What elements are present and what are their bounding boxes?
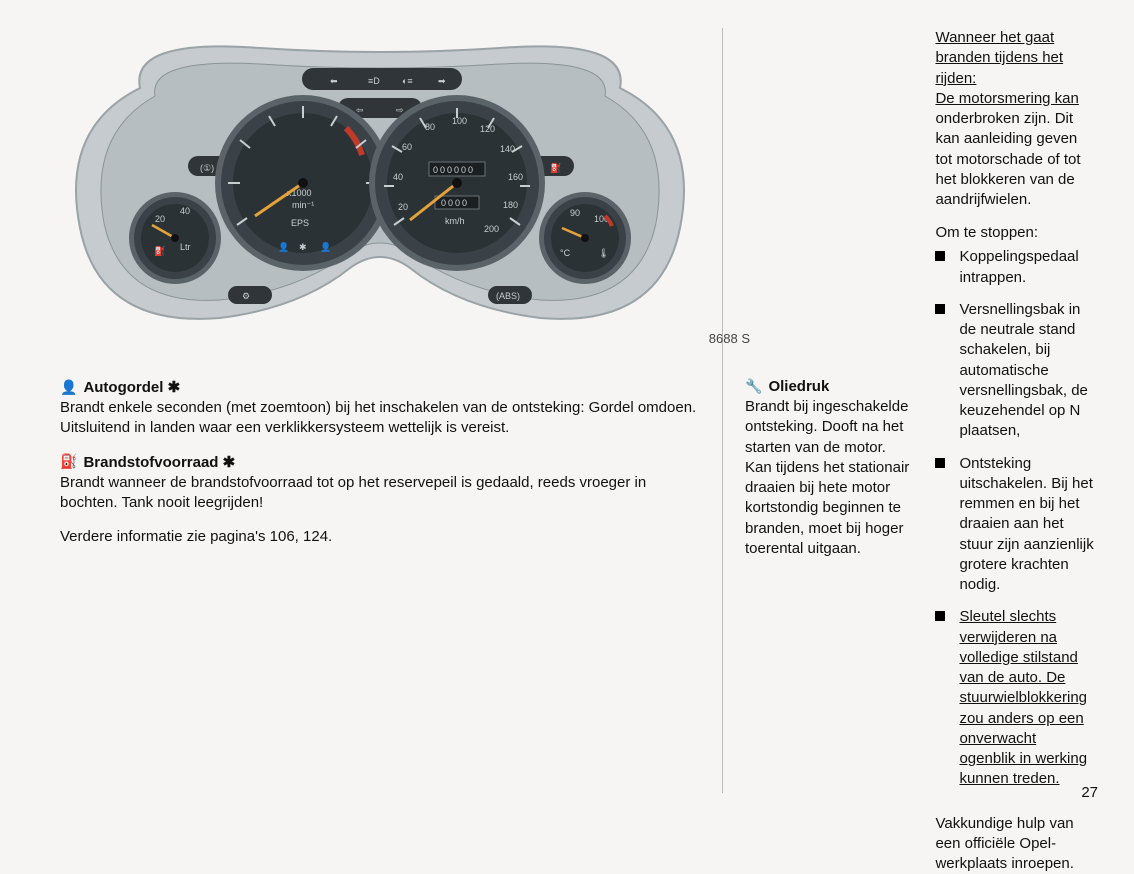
svg-text:120: 120 — [480, 124, 495, 134]
dashboard-svg: ⬅ ≡D ◐≡ ➡ ⇦ ⇨ (①) ⊟ 🔧 ⛽ — [60, 28, 700, 358]
bullet-text: Versnellingsbak in de neutrale stand sch… — [959, 300, 1094, 442]
svg-text:⬅: ⬅ — [330, 76, 338, 86]
svg-text:60: 60 — [402, 142, 412, 152]
svg-text:✱: ✱ — [299, 242, 307, 252]
list-item: Ontsteking uitschakelen. Bij het remmen … — [935, 454, 1094, 596]
svg-text:40: 40 — [180, 206, 190, 216]
list-item: Koppelingspedaal intrappen. — [935, 247, 1094, 288]
intro-rest: onderbroken zijn. Dit kan aanleiding gev… — [935, 110, 1080, 208]
oil-icon: 🔧 — [745, 378, 762, 395]
middle-column: 🔧 Oliedruk Brandt bij ingeschakelde onts… — [722, 28, 911, 793]
svg-text:➡: ➡ — [438, 76, 446, 86]
svg-text:(①): (①) — [200, 163, 214, 173]
stop-label: Om te stoppen: — [935, 224, 1094, 241]
left-column: ⬅ ≡D ◐≡ ➡ ⇦ ⇨ (①) ⊟ 🔧 ⛽ — [60, 28, 700, 793]
svg-text:≡D: ≡D — [368, 76, 380, 86]
intro-underline-2: De motorsmering kan — [935, 90, 1078, 107]
intro-underline-1: Wanneer het gaat branden tijdens het rij… — [935, 29, 1063, 87]
svg-text:(ABS): (ABS) — [496, 291, 520, 301]
para-intro: Wanneer het gaat branden tijdens het rij… — [935, 28, 1094, 210]
svg-text:km/h: km/h — [445, 216, 465, 226]
page-number: 27 — [1081, 784, 1098, 801]
svg-text:🌡: 🌡 — [598, 248, 609, 258]
svg-text:⛽: ⛽ — [154, 245, 165, 256]
svg-text:◐≡: ◐≡ — [402, 76, 413, 86]
svg-text:EPS: EPS — [291, 218, 309, 228]
figure-code: 8688 S — [709, 331, 750, 346]
bullet-icon — [935, 611, 945, 621]
dashboard-figure: ⬅ ≡D ◐≡ ➡ ⇦ ⇨ (①) ⊟ 🔧 ⛽ — [60, 28, 700, 358]
bullet-text: Koppelingspedaal intrappen. — [959, 247, 1094, 288]
fuel-icon: ⛽ — [60, 453, 77, 470]
svg-text:👤: 👤 — [278, 241, 289, 252]
bullet-icon — [935, 458, 945, 468]
heading-autogordel: 👤 Autogordel ✱ — [60, 378, 700, 396]
svg-text:40: 40 — [393, 172, 403, 182]
heading-brandstof: ⛽ Brandstofvoorraad ✱ — [60, 453, 700, 471]
svg-text:100: 100 — [452, 116, 467, 126]
bullet-icon — [935, 304, 945, 314]
svg-text:⇦: ⇦ — [356, 105, 364, 115]
list-item: Versnellingsbak in de neutrale stand sch… — [935, 300, 1094, 442]
para-autogordel: Brandt enkele seconden (met zoemtoon) bi… — [60, 398, 700, 439]
heading-autogordel-label: Autogordel ✱ — [83, 378, 180, 396]
bullet-icon — [935, 251, 945, 261]
svg-text:180: 180 — [503, 200, 518, 210]
svg-text:0000: 0000 — [441, 198, 469, 208]
bullet-text: Ontsteking uitschakelen. Bij het remmen … — [959, 454, 1094, 596]
svg-text:200: 200 — [484, 224, 499, 234]
svg-text:⚙: ⚙ — [242, 291, 250, 301]
stop-bullet-list: Koppelingspedaal intrappen. Versnellings… — [935, 247, 1094, 801]
svg-text:20: 20 — [398, 202, 408, 212]
svg-text:20: 20 — [155, 214, 165, 224]
seatbelt-icon: 👤 — [60, 379, 77, 396]
bullet-text-underline: Sleutel slechts verwijderen na volledige… — [959, 607, 1094, 789]
svg-text:⇨: ⇨ — [396, 105, 404, 115]
heading-oliedruk: 🔧 Oliedruk — [745, 378, 911, 395]
svg-text:90: 90 — [570, 208, 580, 218]
svg-text:000000: 000000 — [433, 165, 475, 175]
para-brandstof-more: Verdere informatie zie pagina's 106, 124… — [60, 527, 700, 547]
svg-text:min⁻¹: min⁻¹ — [292, 200, 314, 210]
para-oliedruk: Brandt bij ingeschakelde ontsteking. Doo… — [745, 397, 911, 559]
svg-text:Ltr: Ltr — [180, 242, 191, 252]
svg-text:⛽: ⛽ — [550, 162, 561, 173]
heading-brandstof-label: Brandstofvoorraad ✱ — [83, 453, 235, 471]
right-column: Wanneer het gaat branden tijdens het rij… — [935, 28, 1094, 793]
svg-text:160: 160 — [508, 172, 523, 182]
page-columns: ⬅ ≡D ◐≡ ➡ ⇦ ⇨ (①) ⊟ 🔧 ⛽ — [60, 28, 1094, 793]
heading-oliedruk-label: Oliedruk — [768, 378, 829, 395]
svg-text:°C: °C — [560, 248, 571, 258]
svg-text:👤: 👤 — [320, 241, 331, 252]
para-brandstof: Brandt wanneer de brandstofvoorraad tot … — [60, 473, 700, 514]
list-item: Sleutel slechts verwijderen na volledige… — [935, 607, 1094, 789]
